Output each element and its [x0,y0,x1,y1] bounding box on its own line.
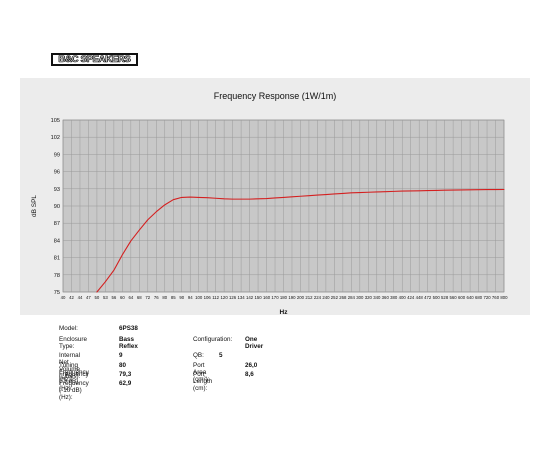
qb-label: QB: [193,352,204,359]
x-tick-label: 72 [145,295,150,300]
x-tick-label: 68 [137,295,142,300]
x-tick-label: 42 [69,295,74,300]
y-tick-label: 93 [54,187,60,193]
x-tick-label: 284 [348,295,356,300]
model-value: 6PS38 [119,325,138,332]
x-tick-label: 528 [441,295,449,300]
volume-value: 9 [119,352,123,359]
x-tick-label: 760 [492,295,500,300]
x-tick-label: 112 [212,295,219,300]
x-tick-label: 60 [120,295,125,300]
x-tick-label: 134 [238,295,246,300]
volume-label: Internal Net Volume (Litres): [59,352,81,380]
x-tick-label: 380 [390,295,398,300]
x-tick-label: 500 [433,295,441,300]
x-tick-label: 680 [475,295,483,300]
port-area-value: 26,0 [245,362,258,369]
x-tick-label: 340 [373,295,381,300]
x-tick-label: 190 [288,295,296,300]
f10-label: Frequency (-10 dB) (Hz): [59,380,89,401]
port-length-value: 8,6 [245,371,254,378]
y-gridlines [63,119,504,293]
x-tick-label: 560 [450,295,458,300]
y-tick-label: 75 [54,290,60,296]
y-axis-label: dB SPL [31,195,38,217]
y-tick-label: 81 [54,256,60,262]
y-tick-label: 102 [51,135,60,141]
y-tick-label: 99 [54,152,60,158]
x-tick-label: 64 [128,295,133,300]
y-tick-label: 84 [54,238,60,244]
x-tick-label: 90 [179,295,184,300]
f3-label: Frequency (-3 dB) (Hz): [59,371,89,392]
x-tick-label: 53 [103,295,108,300]
y-tick-labels: 75 78 81 84 87 90 93 96 99 102 105 [51,118,60,296]
f3-value: 79,3 [119,371,132,378]
x-tick-label: 106 [204,295,212,300]
enclosure-value: Bass Reflex [119,336,138,350]
configuration-value: One Driver [245,336,264,350]
x-tick-label: 212 [305,295,313,300]
frequency-response-line [96,188,505,293]
x-tick-label: 448 [416,295,424,300]
x-tick-label: 56 [111,295,116,300]
x-tick-label: 320 [365,295,373,300]
x-tick-label: 472 [424,295,432,300]
x-tick-label: 400 [399,295,407,300]
x-tick-label: 120 [221,295,229,300]
tuning-value: 80 [119,362,127,369]
x-tick-label: 85 [171,295,176,300]
x-tick-label: 100 [195,295,203,300]
x-tick-label: 200 [297,295,305,300]
x-tick-label: 640 [466,295,474,300]
tuning-label: Tuning Frequency (Hz): [59,362,89,383]
x-tick-labels: 40 42 44 47 50 53 56 60 64 68 72 76 80 85 90 94 100 106 11… [61,295,509,300]
y-tick-label: 87 [54,221,60,227]
x-tick-label: 224 [314,295,322,300]
x-tick-label: 240 [322,295,330,300]
x-tick-label: 40 [61,295,66,300]
x-tick-label: 94 [188,295,193,300]
x-tick-label: 150 [254,295,262,300]
y-tick-label: 78 [54,273,60,279]
model-label: Model: [59,325,78,332]
x-tick-label: 47 [86,295,91,300]
y-tick-label: 90 [54,204,60,210]
enclosure-label: Enclosure Type: [59,336,88,350]
x-tick-label: 50 [95,295,100,300]
x-axis-label: Hz [280,309,289,316]
y-tick-label: 105 [51,118,60,124]
f10-value: 62,9 [119,380,132,387]
qb-value: 5 [219,352,223,359]
x-tick-label: 142 [246,295,254,300]
x-tick-label: 300 [356,295,364,300]
port-area-label: Port Area (cm²): [193,362,210,383]
x-tick-label: 170 [271,295,279,300]
x-tick-label: 80 [162,295,167,300]
x-tick-label: 600 [458,295,466,300]
x-tick-label: 44 [78,295,83,300]
series-layer [96,188,505,293]
x-tick-label: 160 [263,295,271,300]
x-tick-label: 800 [500,295,508,300]
x-tick-label: 126 [229,295,237,300]
port-length-label: Port Length (cm): [193,371,213,392]
brand-logo: B&C SPEAKERS [51,53,138,66]
configuration-label: Configuration: [193,336,233,343]
x-tick-label: 268 [339,295,347,300]
x-tick-label: 720 [483,295,491,300]
x-tick-label: 424 [407,295,415,300]
chart-title: Frequency Response (1W/1m) [214,91,337,101]
x-tick-label: 360 [382,295,390,300]
x-tick-label: 76 [154,295,159,300]
x-tick-label: 180 [280,295,288,300]
y-tick-label: 96 [54,170,60,176]
x-tick-label: 252 [331,295,339,300]
